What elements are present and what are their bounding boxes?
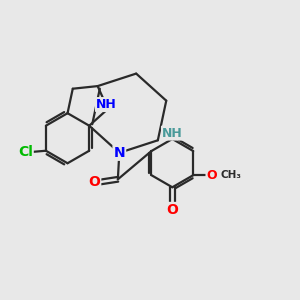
Text: NH: NH	[96, 98, 117, 111]
Text: Cl: Cl	[18, 145, 33, 159]
Text: NH: NH	[162, 127, 183, 140]
Text: N: N	[113, 146, 125, 160]
Text: O: O	[167, 203, 178, 217]
Text: CH₃: CH₃	[220, 170, 242, 180]
Text: O: O	[88, 175, 100, 189]
Text: O: O	[206, 169, 217, 182]
